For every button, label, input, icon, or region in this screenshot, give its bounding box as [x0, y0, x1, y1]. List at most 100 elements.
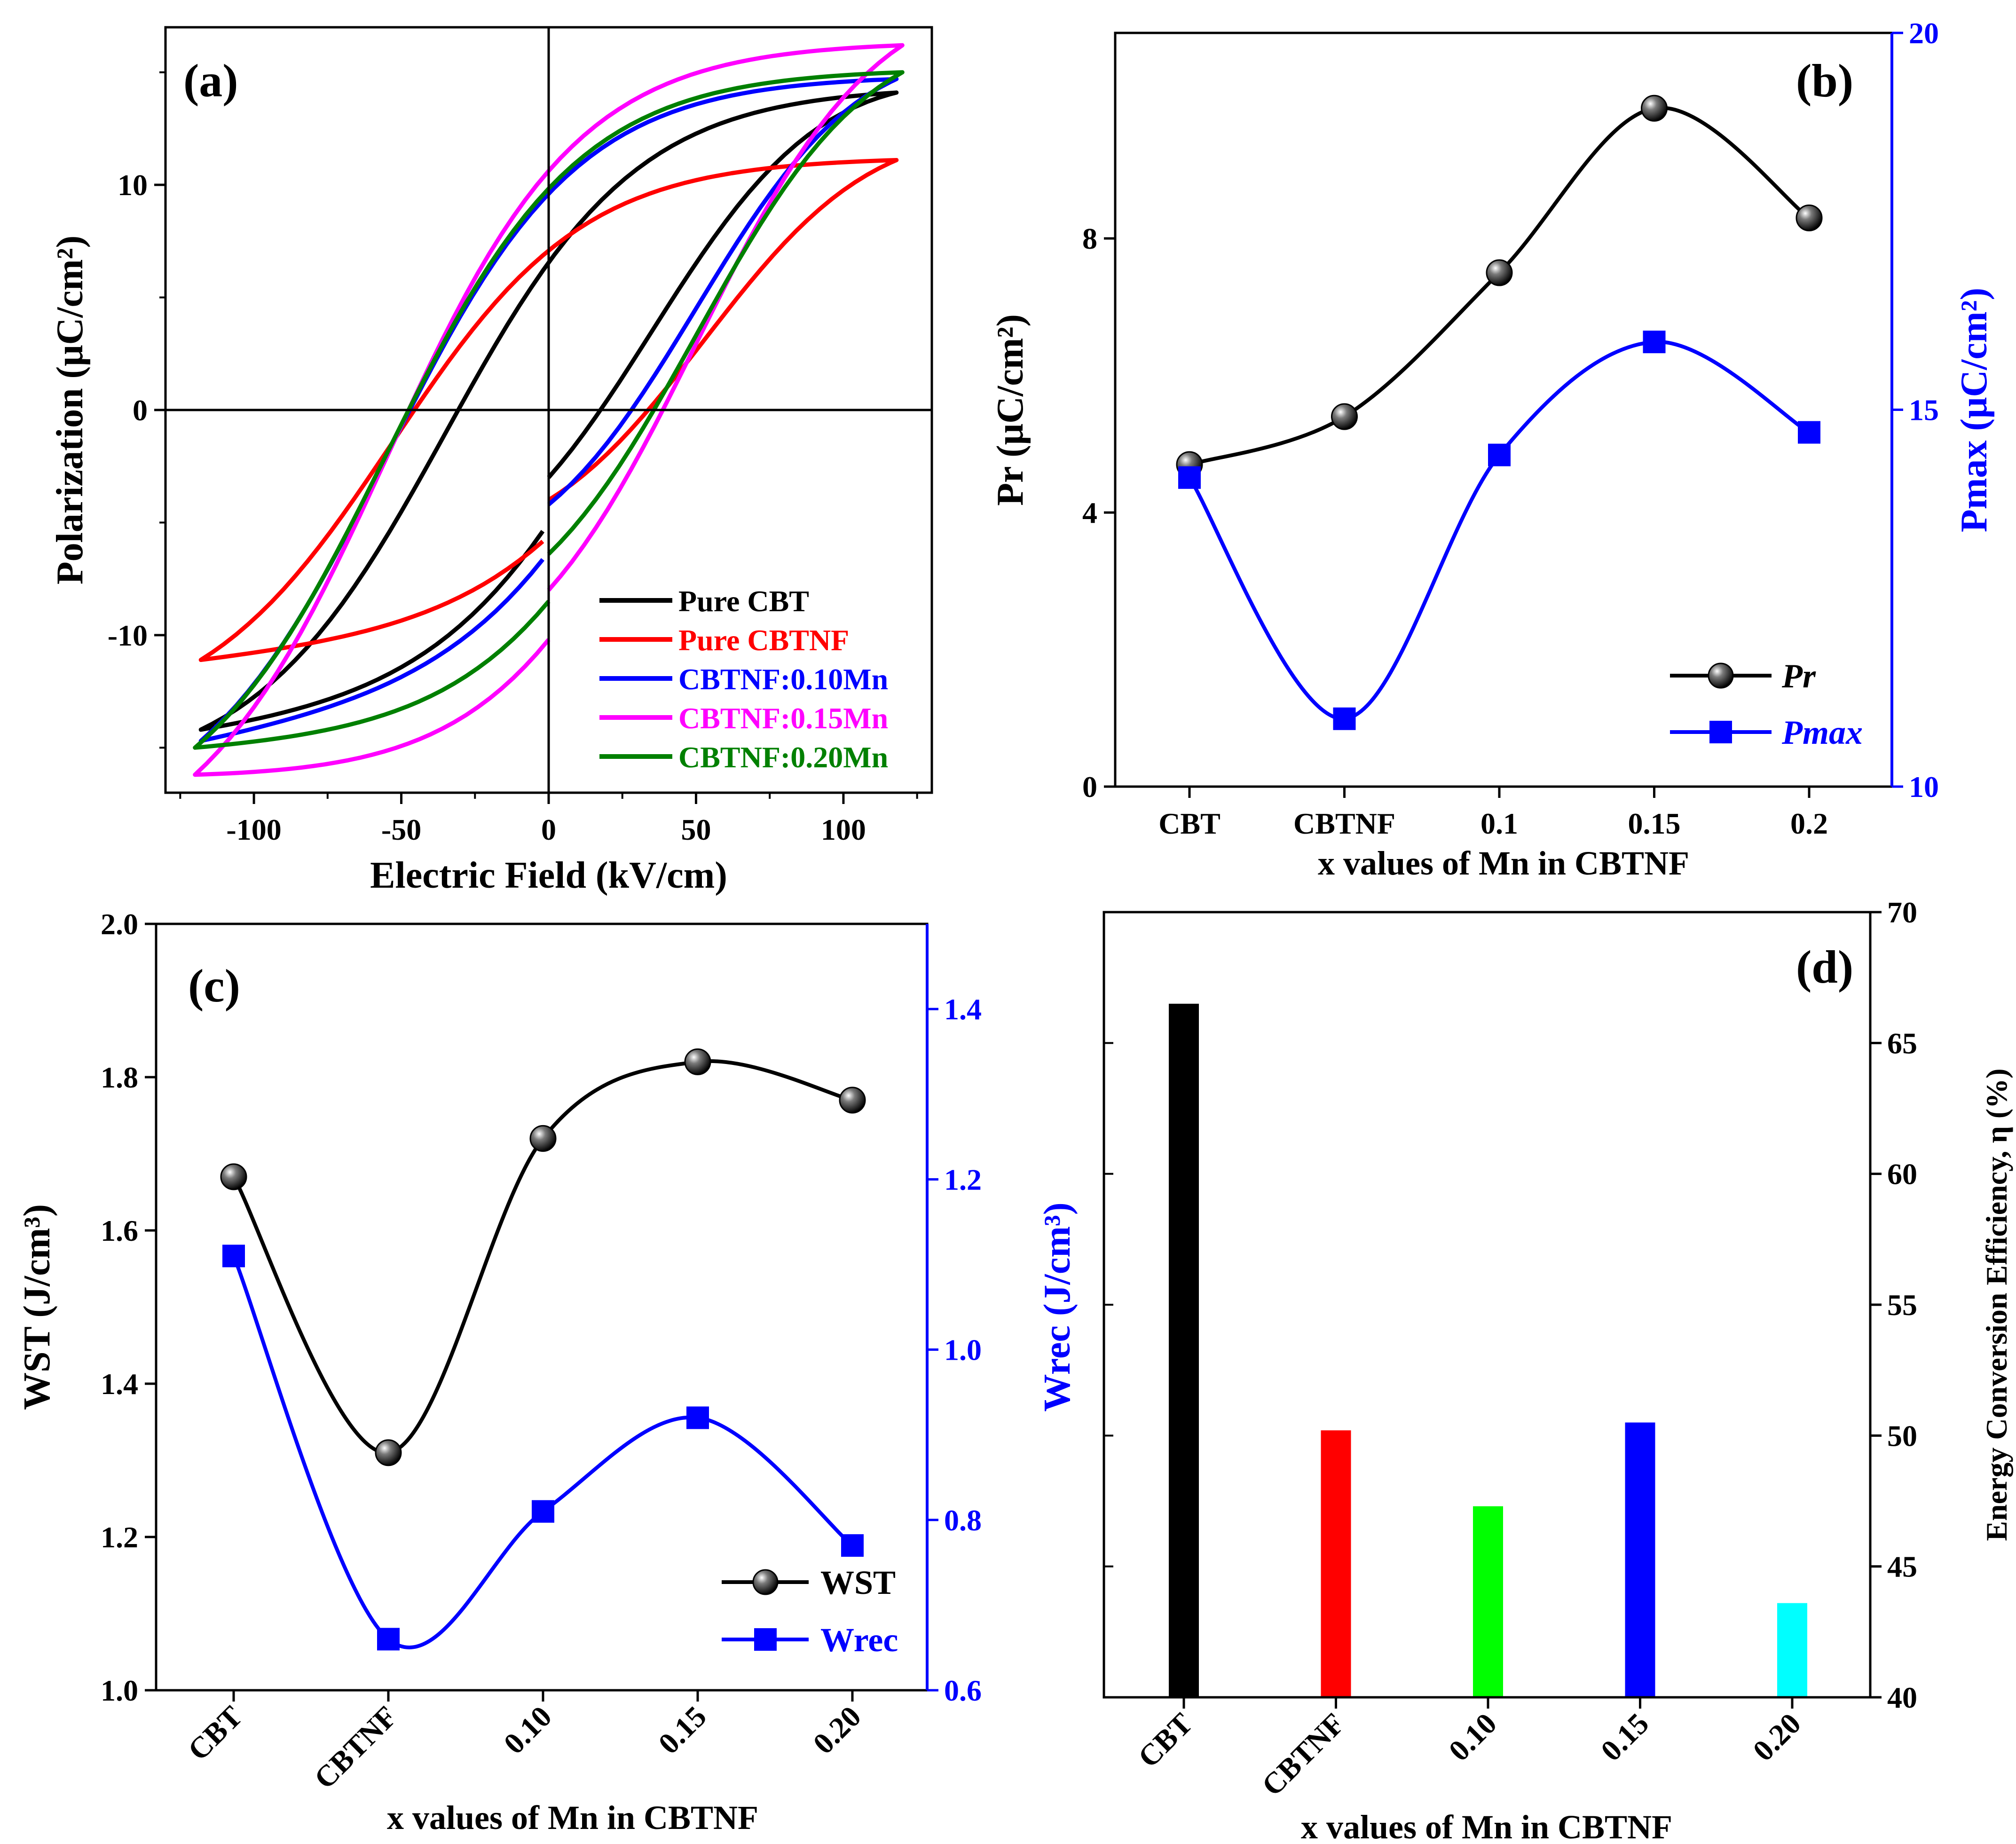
- panel-a-x-tick-label: 0: [541, 813, 556, 846]
- panel-b-point-pmax-0-1: [1488, 443, 1511, 466]
- panel-c-y-right-tick-label: 0.8: [944, 1504, 982, 1537]
- legend-wrec-label: Wrec: [820, 1621, 898, 1659]
- panel-c-legend: WST Wrec: [722, 1564, 898, 1659]
- panel-b-ticks: CBT CBTNF 0.1 0.15 0.2 0 4 8 10 15 20: [1082, 16, 1939, 840]
- legend-pure-cbtnf-label: Pure CBTNF: [678, 623, 849, 657]
- panel-a-x-tick-label: -100: [226, 813, 281, 846]
- panel-d-bar-0-15: [1625, 1422, 1655, 1697]
- panel-a-x-tick-label: -50: [381, 813, 421, 846]
- panel-b-x-tick-label: CBTNF: [1293, 807, 1395, 840]
- panel-b-pr-pmax: CBT CBTNF 0.1 0.15 0.2 0 4 8 10 15 20 (b) Pr Pmax …: [990, 16, 1995, 882]
- panel-a-y-axis-label: Polarization (μC/cm²): [49, 236, 91, 584]
- panel-c-point-wst-cbt: [220, 1163, 247, 1190]
- panel-c-y-right-tick-label: 0.6: [944, 1674, 982, 1707]
- legend-pure-cbt: Pure CBT: [599, 584, 809, 618]
- panel-c-x-axis-label: x values of Mn in CBTNF: [387, 1799, 758, 1836]
- panel-a-y-tick-label: 10: [118, 168, 148, 202]
- panel-c-point-wst-0-10: [529, 1125, 557, 1152]
- panel-c-point-wrec-cbtnf: [377, 1628, 400, 1651]
- legend-wst: WST: [722, 1564, 896, 1601]
- panel-b-x-tick-label: CBT: [1158, 807, 1221, 840]
- panel-b-line-pmax: [1188, 340, 1811, 721]
- panel-c-point-wrec-0-20: [841, 1534, 864, 1557]
- panel-b-legend: Pr Pmax: [1670, 657, 1863, 751]
- panel-c-y-tick-label: 1.2: [101, 1521, 138, 1554]
- panel-c-point-wst-0-15: [684, 1048, 711, 1075]
- panel-d-y-tick-label: 70: [1887, 896, 1917, 929]
- panel-c-point-wrec-0-15: [686, 1406, 709, 1429]
- panel-b-x-tick-label: 0.1: [1480, 807, 1518, 840]
- panel-c-y-tick-label: 1.0: [101, 1674, 138, 1707]
- panel-a-y-tick-label: 0: [133, 394, 148, 427]
- panel-c-label: (c): [188, 960, 240, 1012]
- panel-d-bar-0-20: [1777, 1603, 1807, 1697]
- panel-b-y-right-tick-label: 15: [1909, 394, 1939, 427]
- panel-d-y-tick-label: 45: [1887, 1550, 1917, 1584]
- panel-b-x-axis-label: x values of Mn in CBTNF: [1318, 844, 1689, 882]
- panel-b-series: [1176, 95, 1823, 730]
- legend-cbtnf-010mn-label: CBTNF:0.10Mn: [678, 662, 888, 696]
- panel-d-bar-0-10: [1473, 1506, 1503, 1697]
- panel-a-x-tick-label: 100: [821, 813, 866, 846]
- loop-pure-cbt: [198, 90, 899, 732]
- panel-d-y-axis-label: Energy Conversion Efficiency, η (%): [1980, 1068, 2013, 1541]
- panel-a-label: (a): [183, 55, 238, 107]
- legend-pmax: Pmax: [1670, 714, 1863, 751]
- legend-pure-cbt-label: Pure CBT: [678, 584, 809, 618]
- panel-b-x-tick-label: 0.2: [1790, 807, 1828, 840]
- panel-c-y-right-tick-label: 1.0: [944, 1333, 982, 1367]
- legend-pure-cbtnf: Pure CBTNF: [599, 623, 849, 657]
- panel-b-point-pr-0-15: [1641, 95, 1668, 122]
- panel-a-legend: Pure CBT Pure CBTNF CBTNF:0.10Mn CBTNF:0…: [599, 584, 888, 774]
- panel-c-series: [220, 1048, 866, 1651]
- panel-d-y-tick-label: 40: [1887, 1681, 1917, 1714]
- panel-b-point-pmax-0-2: [1798, 421, 1820, 444]
- panel-d-y-tick-label: 60: [1887, 1158, 1917, 1191]
- legend-wrec: Wrec: [722, 1621, 898, 1659]
- panel-c-y-right-tick-label: 1.4: [944, 993, 982, 1026]
- legend-cbtnf-020mn-label: CBTNF:0.20Mn: [678, 741, 888, 774]
- panel-b-point-pr-0-2: [1796, 204, 1823, 231]
- panel-c-point-wrec-cbt: [222, 1245, 245, 1268]
- panel-c-point-wrec-0-10: [532, 1500, 554, 1523]
- panel-b-point-pmax-0-15: [1643, 331, 1666, 354]
- panel-c-point-wst-cbtnf: [375, 1439, 402, 1466]
- panel-a-x-tick-label: 50: [681, 813, 711, 846]
- panel-c-y-tick-label: 1.8: [101, 1061, 138, 1094]
- legend-pr: Pr: [1670, 657, 1816, 695]
- panel-d-bar-cbt: [1169, 1003, 1199, 1697]
- panel-c-point-wst-0-20: [839, 1087, 866, 1114]
- panel-c-line-wst: [232, 1059, 853, 1455]
- panel-c-y-right-tick-label: 1.2: [944, 1163, 982, 1196]
- panel-d-label: (d): [1796, 941, 1853, 993]
- panel-b-point-pr-0-1: [1486, 259, 1513, 286]
- panel-c-y-axis-label: WST (J/cm³): [16, 1204, 58, 1410]
- panel-b-y-axis-right-label: Pmax (μC/cm²): [1953, 288, 1995, 532]
- panel-b-point-pmax-cbt: [1178, 466, 1201, 489]
- legend-cbtnf-010mn: CBTNF:0.10Mn: [599, 662, 888, 696]
- loop-cbtnf-0-10mn: [198, 77, 899, 743]
- panel-a-x-axis-label: Electric Field (kV/cm): [370, 855, 727, 896]
- panel-c-y-tick-label: 1.6: [101, 1214, 138, 1247]
- panel-b-y-tick-label: 8: [1082, 222, 1097, 255]
- legend-pmax-label: Pmax: [1781, 714, 1863, 751]
- panel-c-y-tick-label: 2.0: [101, 907, 138, 941]
- panel-d-y-tick-label: 50: [1887, 1419, 1917, 1452]
- panel-a-y-tick-label: -10: [108, 619, 148, 652]
- legend-cbtnf-015mn: CBTNF:0.15Mn: [599, 701, 888, 735]
- legend-wst-label: WST: [820, 1564, 896, 1601]
- panel-c-line-wrec: [232, 1255, 854, 1649]
- panel-c-wst-wrec: CBT CBTNF 0.10 0.15 0.201.01.21.41.61.82.00.…: [16, 907, 1078, 1836]
- panel-c-y-tick-label: 1.4: [101, 1367, 138, 1401]
- panel-b-point-pr-cbtnf: [1331, 403, 1358, 430]
- legend-cbtnf-015mn-label: CBTNF:0.15Mn: [678, 701, 888, 735]
- panel-b-y-axis-label: Pr (μC/cm²): [990, 314, 1031, 506]
- legend-pr-label: Pr: [1781, 657, 1816, 695]
- panel-d-y-tick-label: 55: [1887, 1288, 1917, 1322]
- panel-b-x-tick-label: 0.15: [1628, 807, 1681, 840]
- panel-d-y-tick-label: 65: [1887, 1026, 1917, 1060]
- loop-pure-cbtnf: [198, 158, 899, 662]
